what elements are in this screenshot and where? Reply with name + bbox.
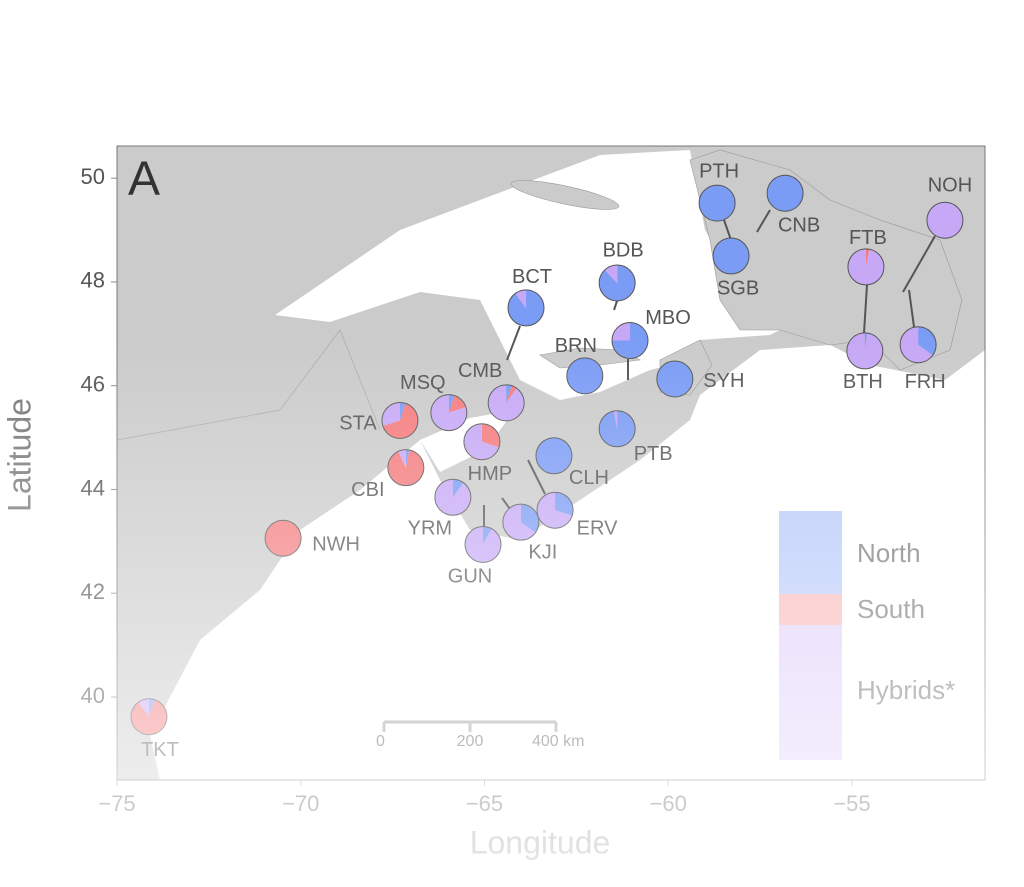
site-label: GUN [448, 566, 492, 588]
legend-label: South [857, 594, 925, 624]
site-label: CMB [458, 360, 502, 382]
legend-swatch [779, 511, 842, 594]
site-label: BTH [843, 371, 883, 393]
site-label: MSQ [400, 372, 446, 394]
x-tick-label: −55 [833, 791, 870, 816]
y-axis-label: Latitude [1, 398, 37, 512]
site-label: YRM [408, 518, 452, 540]
scale-label: 400 km [532, 733, 584, 750]
site-label: CBI [351, 479, 384, 501]
x-axis-label: Longitude [470, 824, 611, 860]
site-label: BRN [555, 335, 597, 357]
y-tick-label: 50 [81, 164, 105, 189]
site-label: SYH [703, 370, 744, 392]
y-tick-label: 44 [81, 475, 105, 500]
panel-label: A [128, 153, 160, 206]
y-tick-label: 40 [81, 683, 105, 708]
site-label: PTH [699, 160, 739, 182]
site-label: ERV [577, 517, 618, 539]
site-label: TKT [141, 739, 179, 761]
site-label: PTB [634, 443, 673, 465]
site-label: HMP [468, 463, 512, 485]
site-label: BCT [512, 266, 552, 288]
site-label: SGB [717, 277, 759, 299]
site-label: STA [339, 413, 377, 435]
y-tick-label: 48 [81, 268, 105, 293]
x-tick-label: −60 [650, 791, 687, 816]
site-label: CNB [778, 214, 820, 236]
x-tick-label: −65 [466, 791, 503, 816]
site-label: KJI [528, 541, 557, 563]
legend-swatch [779, 594, 842, 625]
site-label: BDB [603, 239, 644, 261]
y-tick-label: 42 [81, 579, 105, 604]
x-tick-label: −75 [98, 791, 135, 816]
site-label: MBO [645, 307, 691, 329]
x-tick-label: −70 [282, 791, 319, 816]
site-label: CLH [569, 467, 609, 489]
site-label: NWH [312, 534, 360, 556]
scale-label: 0 [376, 733, 385, 750]
legend-label: Hybrids* [857, 675, 955, 705]
site-label: FRH [905, 371, 946, 393]
site-label: NOH [928, 174, 972, 196]
scale-label: 200 [457, 733, 484, 750]
y-tick-label: 46 [81, 372, 105, 397]
legend-label: North [857, 538, 921, 568]
site-label: FTB [849, 227, 887, 249]
legend-swatch [779, 625, 842, 760]
